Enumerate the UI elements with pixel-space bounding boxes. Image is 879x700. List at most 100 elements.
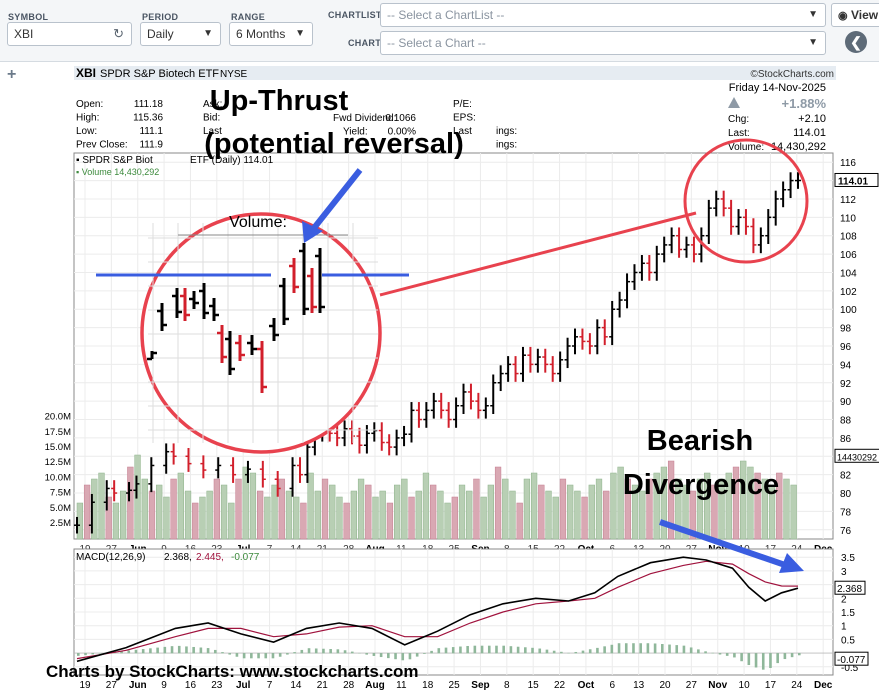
view-button[interactable]: ◉ View xyxy=(831,3,879,27)
macd-histogram-bar xyxy=(574,651,578,654)
symbol-value: XBI xyxy=(14,27,34,41)
chartlist-select[interactable]: -- Select a ChartList -- ▼ xyxy=(380,3,826,27)
chart-select[interactable]: -- Select a Chart -- ▼ xyxy=(380,31,826,55)
macd-histogram-bar xyxy=(387,653,390,659)
volume-bar xyxy=(242,466,249,540)
range-select[interactable]: 6 Months ▼ xyxy=(229,22,313,46)
volume-bar xyxy=(163,496,170,540)
macd-x-tick-label: 7 xyxy=(267,680,273,691)
quote-mid2-label: Fwd Dividend: xyxy=(333,113,396,124)
macd-x-tick-label: Jun xyxy=(129,680,147,691)
price-tick-label: 90 xyxy=(840,397,852,408)
macd-x-tick-label: 25 xyxy=(449,680,461,691)
macd-histogram-bar xyxy=(199,647,203,654)
volume-bar xyxy=(617,466,624,540)
up-triangle-icon xyxy=(728,97,740,108)
volume-bar xyxy=(466,490,473,540)
macd-x-tick-label: 6 xyxy=(609,680,615,691)
volume-bar xyxy=(653,472,660,540)
expand-plus-icon[interactable]: + xyxy=(7,66,17,83)
exchange: NYSE xyxy=(220,69,248,80)
macd-x-tick-label: Dec xyxy=(814,680,833,691)
quote-block: Open: 111.18 High: 115.36 Low: 111.1 Prev Clos… xyxy=(76,99,517,151)
price-tick-label: 106 xyxy=(840,250,857,261)
volume-axis-label: 14430292 xyxy=(837,452,877,462)
macd-x-tick-label: 11 xyxy=(396,680,407,691)
macd-x-tick-label: 22 xyxy=(554,680,566,691)
price-tick-label: 80 xyxy=(840,489,852,500)
symbol-label: SYMBOL xyxy=(8,12,49,22)
volume-bar xyxy=(646,478,653,540)
volume-bar xyxy=(379,490,386,540)
volume-bar xyxy=(141,478,148,540)
refresh-icon[interactable]: ↻ xyxy=(113,26,124,41)
period-select[interactable]: Daily ▼ xyxy=(140,22,221,46)
volume-bar xyxy=(624,478,631,540)
macd-histogram-bar xyxy=(697,649,700,654)
volume-bar xyxy=(458,484,466,540)
macd-histogram-bar xyxy=(444,647,448,654)
volume-bar xyxy=(473,478,480,540)
price-legend: ▪ SPDR S&P Biot xyxy=(76,155,153,166)
volume-bar xyxy=(667,460,675,540)
volume-bar xyxy=(314,490,321,540)
volume-bar xyxy=(494,466,502,540)
macd-histogram-bar xyxy=(560,651,563,654)
volume-bar xyxy=(127,466,134,540)
macd-histogram-bar xyxy=(91,653,95,655)
macd-histogram-bar xyxy=(581,650,585,654)
macd-x-tick-label: Jul xyxy=(236,680,251,691)
chartlist-placeholder: -- Select a ChartList -- xyxy=(387,8,505,22)
quote-date: Friday 14-Nov-2025 xyxy=(729,82,826,94)
macd-histogram-bar xyxy=(624,643,628,654)
macd-histogram-bar xyxy=(668,644,671,654)
quote-mid-label: Ask: xyxy=(203,99,222,110)
volume-bar xyxy=(235,478,242,540)
quote-mid2-value: 0.00% xyxy=(388,127,416,138)
pct-change: +1.88% xyxy=(782,96,827,111)
volume-bar xyxy=(631,484,639,540)
header-band xyxy=(74,66,836,80)
upthrust-arrow-shaft xyxy=(311,168,363,230)
quote-value: 115.36 xyxy=(133,113,163,124)
macd-last-box xyxy=(834,580,866,595)
macd-histogram-bar xyxy=(286,653,289,655)
macd-histogram-bar xyxy=(257,653,260,659)
volume-tick-label: 10.0M xyxy=(45,472,71,483)
macd-x-tick-label: 19 xyxy=(79,680,91,691)
volume-bar xyxy=(184,490,192,540)
volume-bar xyxy=(264,496,271,540)
macd-histogram-bar xyxy=(350,651,354,654)
macd-histogram-bar xyxy=(480,645,484,654)
volume-legend: ▪ Volume 14,430,292 xyxy=(76,167,159,177)
macd-x-tick-label: 21 xyxy=(317,680,329,691)
macd-histogram-bar xyxy=(466,645,469,654)
volume-bar xyxy=(336,496,343,540)
macd-histogram-bar xyxy=(379,653,383,658)
volume-bar xyxy=(754,472,761,540)
macd-value: 2.368, xyxy=(164,552,192,563)
macd-histogram-bar xyxy=(177,645,181,654)
volume-bar xyxy=(393,484,401,540)
macd-histogram-bar xyxy=(235,653,239,657)
macd-histogram-bar xyxy=(682,645,686,654)
volume-tick-label: 15.0M xyxy=(45,442,71,453)
macd-tick-label: -0.5 xyxy=(841,663,859,674)
chart-label: CHART xyxy=(348,38,381,48)
quote-value: 111.9 xyxy=(139,140,163,151)
price-tick-label: 78 xyxy=(840,507,852,518)
macd-histogram-bar xyxy=(516,646,520,654)
volume-axis-box xyxy=(834,448,879,463)
view-label: View xyxy=(850,8,879,22)
macd-histogram-bar xyxy=(632,643,635,654)
macd-signal-line xyxy=(76,560,799,660)
macd-x-tick-label: 14 xyxy=(290,680,302,691)
back-circle-icon[interactable]: ❮ xyxy=(845,31,867,53)
macd-panel: -0.50.511.522.533.5MACD(12,26,9)2.368,2.… xyxy=(73,548,869,691)
chart-toolbar: SYMBOL XBI ↻ PERIOD Daily ▼ RANGE 6 Mont… xyxy=(0,0,879,62)
symbol-input[interactable]: XBI ↻ xyxy=(7,22,132,46)
macd-histogram-bar xyxy=(783,653,787,660)
volume-bar xyxy=(156,484,163,540)
volume-bar xyxy=(559,478,567,540)
volume-bar xyxy=(502,478,509,540)
